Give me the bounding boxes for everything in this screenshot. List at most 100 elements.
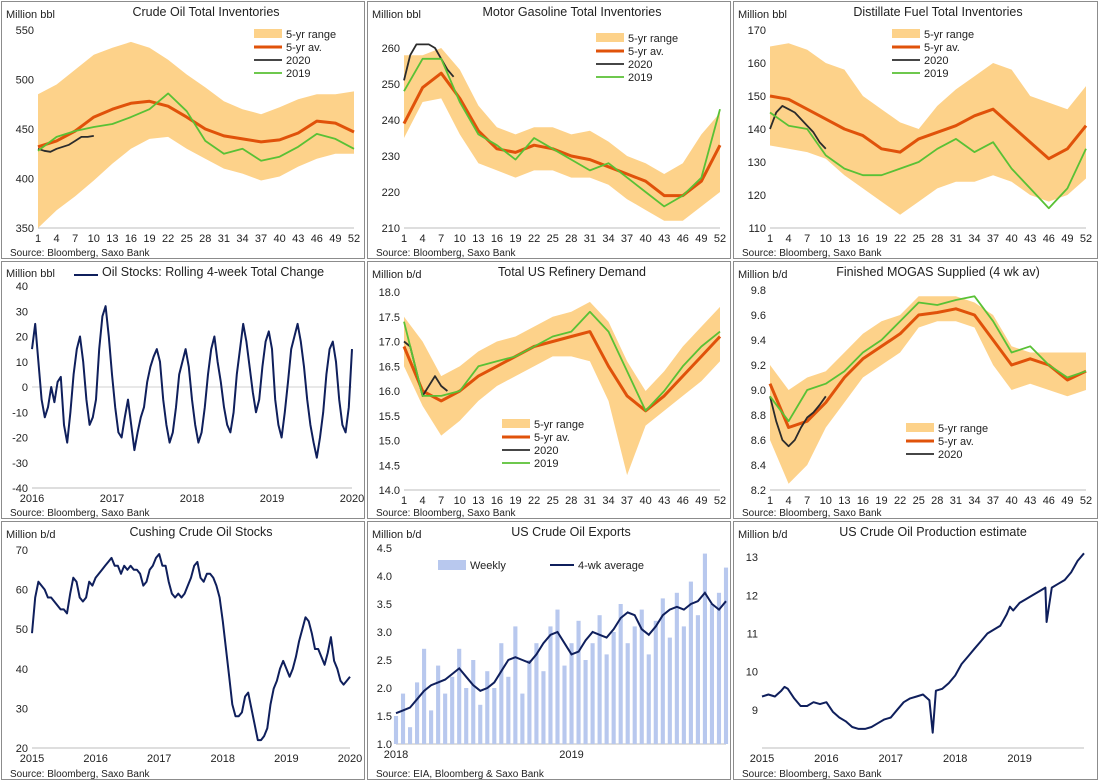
- x-tick-label: 2016: [20, 493, 44, 505]
- chart-title: US Crude Oil Exports: [511, 525, 630, 539]
- chart-distillate-inventories: Distillate Fuel Total Inventories Million…: [738, 5, 1092, 258]
- weekly-export-bar: [499, 643, 504, 744]
- panel-oil-stocks-change: Oil Stocks: Rolling 4-week Total Change M…: [1, 261, 365, 519]
- source-note: Source: Bloomberg, Saxo Bank: [10, 248, 151, 258]
- x-tick-label: 7: [72, 233, 78, 245]
- y-axis-unit-label: Million bbl: [372, 9, 421, 21]
- x-tick-label: 10: [88, 233, 100, 245]
- source-note: Source: Bloomberg, Saxo Bank: [10, 769, 151, 779]
- x-tick-label: 46: [1043, 233, 1055, 245]
- legend-label: 5-yr av.: [628, 46, 664, 58]
- weekly-export-bar: [407, 727, 413, 744]
- line-2020: [769, 105, 827, 150]
- x-tick-label: 52: [1080, 233, 1092, 245]
- x-tick-label: 19: [509, 233, 521, 245]
- chart-oil-stocks-change: Oil Stocks: Rolling 4-week Total Change M…: [6, 265, 364, 518]
- legend-range-swatch: [502, 419, 530, 428]
- weekly-export-bar: [646, 654, 651, 744]
- legend-label: 5-yr range: [286, 29, 336, 41]
- five-yr-range-area: [404, 301, 720, 476]
- x-tick-label: 2016: [814, 753, 838, 765]
- y-tick-label: -30: [12, 458, 28, 470]
- x-tick-label: 7: [804, 495, 810, 507]
- weekly-export-bar: [709, 604, 715, 744]
- panel-crude-oil-inventories: Crude Oil Total Inventories Million bbl So…: [1, 1, 365, 259]
- legend-label: 2020: [286, 55, 310, 67]
- x-tick-label: 28: [931, 495, 943, 507]
- line-2020: [37, 135, 94, 153]
- x-tick-label: 19: [875, 495, 887, 507]
- weekly-export-bar: [520, 693, 525, 744]
- y-tick-label: 110: [748, 223, 766, 235]
- x-tick-label: 4: [786, 495, 792, 507]
- x-tick-label: 43: [292, 233, 304, 245]
- chart-crude-oil-inventories: Crude Oil Total Inventories Million bbl So…: [6, 5, 360, 258]
- y-tick-label: 30: [16, 306, 28, 318]
- y-tick-label: 2.0: [377, 683, 392, 695]
- x-tick-label: 7: [804, 233, 810, 245]
- x-tick-label: 28: [565, 495, 577, 507]
- x-tick-label: 2019: [1007, 753, 1031, 765]
- y-tick-label: 9.6: [751, 310, 766, 322]
- x-tick-label: 25: [547, 233, 559, 245]
- source-note: Source: Bloomberg, Saxo Bank: [742, 769, 883, 779]
- source-note: Source: Bloomberg, Saxo Bank: [742, 248, 883, 258]
- x-tick-label: 10: [820, 495, 832, 507]
- x-tick-label: 31: [584, 233, 596, 245]
- weekly-export-bar: [485, 671, 490, 744]
- five-yr-range-area: [770, 296, 1086, 484]
- x-tick-label: 37: [987, 233, 999, 245]
- x-tick-label: 1: [35, 233, 41, 245]
- weekly-export-bar: [702, 553, 707, 744]
- y-axis-unit-label: Million b/d: [6, 529, 56, 541]
- panel-motor-gasoline-inventories: Motor Gasoline Total Inventories Million …: [367, 1, 731, 259]
- weekly-export-bar: [478, 704, 483, 744]
- y-tick-label: 18.0: [379, 287, 400, 299]
- x-tick-label: 37: [255, 233, 267, 245]
- weekly-export-bar: [541, 671, 546, 744]
- y-tick-label: 2.5: [377, 655, 392, 667]
- source-note: Source: Bloomberg, Saxo Bank: [376, 248, 517, 258]
- chart-mogas-supplied: Finished MOGAS Supplied (4 wk av) Million…: [738, 265, 1092, 518]
- line-2019: [403, 310, 721, 412]
- y-tick-label: 400: [16, 174, 34, 186]
- x-tick-label: 34: [602, 495, 614, 507]
- x-tick-label: 25: [913, 233, 925, 245]
- x-tick-label: 49: [695, 495, 707, 507]
- chart-title: Finished MOGAS Supplied (4 wk av): [836, 265, 1040, 279]
- weekly-export-bar: [534, 643, 539, 744]
- y-axis-unit-label: Million b/d: [738, 269, 788, 281]
- weekly-export-bar: [695, 615, 700, 744]
- y-tick-label: 30: [16, 703, 28, 715]
- line-2019: [37, 92, 355, 162]
- y-tick-label: 350: [16, 223, 34, 235]
- x-tick-label: 25: [181, 233, 193, 245]
- y-axis-unit-label: Million b/d: [372, 529, 422, 541]
- weekly-export-bar: [639, 609, 644, 744]
- x-tick-label: 46: [677, 233, 689, 245]
- x-tick-label: 22: [528, 233, 540, 245]
- legend-label: 2020: [534, 445, 558, 457]
- weekly-export-bar: [667, 637, 672, 744]
- y-tick-label: 9: [752, 705, 758, 717]
- weekly-export-bar: [450, 676, 455, 744]
- x-tick-label: 2019: [274, 753, 298, 765]
- x-tick-label: 25: [547, 495, 559, 507]
- x-tick-label: 28: [199, 233, 211, 245]
- y-tick-label: 17.0: [379, 337, 400, 349]
- four-wk-average-line: [395, 591, 727, 715]
- legend-label: 2019: [286, 68, 310, 80]
- x-tick-label: 49: [329, 233, 341, 245]
- legend-label: 2019: [534, 458, 558, 470]
- y-tick-label: 9.8: [751, 285, 766, 297]
- legend-label: 2019: [924, 68, 948, 80]
- chart-motor-gasoline-inventories: Motor Gasoline Total Inventories Million …: [372, 5, 726, 258]
- weekly-export-bar: [590, 643, 595, 744]
- weekly-export-bar: [443, 693, 448, 744]
- weekly-export-bar: [723, 567, 729, 744]
- five-yr-average-line: [769, 94, 1088, 161]
- panel-cushing-stocks: Cushing Crude Oil Stocks Million b/d Sourc…: [1, 521, 365, 780]
- weekly-export-bar: [660, 598, 665, 744]
- line-2019: [769, 111, 1087, 210]
- x-tick-label: 37: [621, 495, 633, 507]
